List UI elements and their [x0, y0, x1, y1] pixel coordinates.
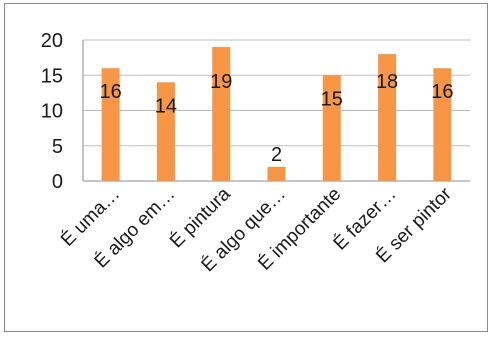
chart-frame — [4, 3, 488, 332]
bar — [156, 82, 175, 181]
data-label: 18 — [376, 71, 398, 93]
bar — [378, 54, 397, 181]
y-tick-label: 20 — [41, 30, 63, 52]
data-label: 14 — [155, 95, 177, 117]
data-label: 15 — [321, 88, 343, 110]
bar — [267, 166, 286, 181]
data-label: 2 — [271, 144, 282, 166]
data-label: 16 — [431, 81, 453, 103]
y-tick-label: 10 — [41, 101, 63, 123]
data-label: 16 — [100, 81, 122, 103]
bar — [101, 68, 120, 181]
bar — [433, 68, 452, 181]
y-tick-label: 0 — [52, 171, 63, 193]
bar — [212, 47, 231, 181]
data-label: 19 — [210, 71, 232, 93]
bar — [322, 75, 341, 181]
y-tick-label: 15 — [41, 65, 63, 87]
y-tick-label: 5 — [52, 136, 63, 158]
